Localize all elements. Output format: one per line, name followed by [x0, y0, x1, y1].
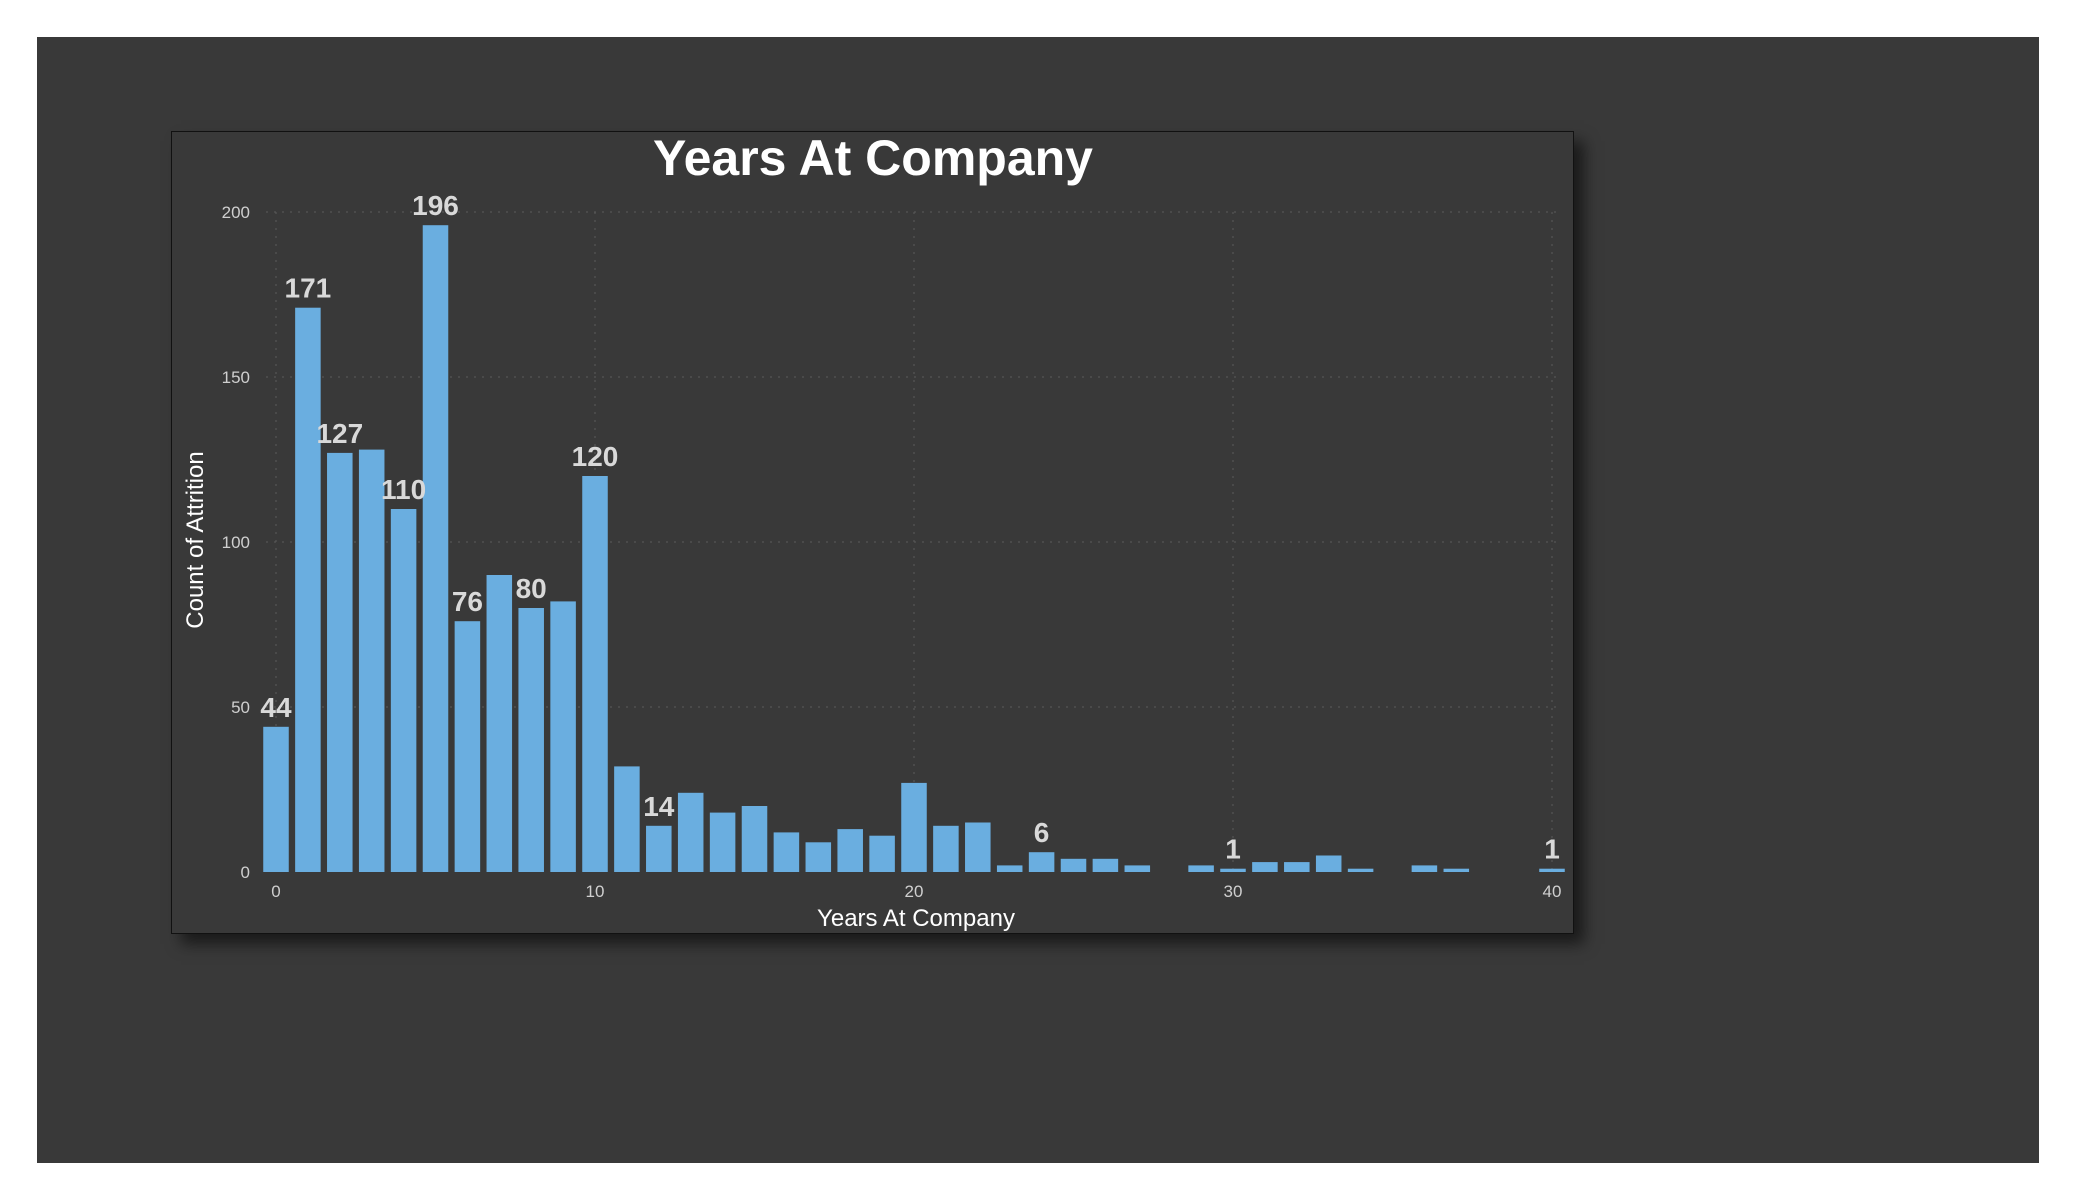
bar[interactable]	[486, 575, 513, 872]
bar[interactable]	[390, 509, 417, 872]
bar-chart: 44 171 127 110 196 76 80 120 14 6 1 1 0 50 100 150 200 0…	[182, 132, 1565, 932]
bar[interactable]	[901, 782, 927, 872]
bar[interactable]	[1124, 865, 1151, 872]
bar[interactable]	[295, 307, 321, 872]
data-label: 80	[516, 573, 547, 604]
bar[interactable]	[837, 829, 863, 872]
bar[interactable]	[518, 608, 544, 872]
x-tick-label: 20	[905, 882, 924, 901]
bar[interactable]	[1539, 868, 1565, 872]
chart-visual[interactable]: 44 171 127 110 196 76 80 120 14 6 1 1 0 50 100 150 200 0…	[171, 131, 1574, 934]
bar[interactable]	[358, 449, 385, 872]
bar[interactable]	[422, 225, 449, 872]
y-tick-label: 150	[222, 368, 250, 387]
data-label: 120	[572, 441, 619, 472]
y-axis-title: Count of Attrition	[182, 451, 209, 628]
x-tick-label: 40	[1543, 882, 1562, 901]
bar[interactable]	[1252, 862, 1278, 872]
bar[interactable]	[1347, 868, 1374, 872]
y-tick-label: 0	[241, 863, 250, 882]
data-label: 1	[1225, 834, 1241, 865]
x-tick-label: 30	[1224, 882, 1243, 901]
data-label: 44	[260, 692, 292, 723]
x-tick-label: 0	[271, 882, 280, 901]
bar[interactable]	[1315, 855, 1342, 873]
data-label: 76	[452, 586, 483, 617]
bar[interactable]	[1411, 865, 1438, 872]
bar[interactable]	[454, 621, 481, 872]
bar[interactable]	[741, 806, 768, 872]
bar[interactable]	[1092, 858, 1119, 872]
y-tick-label: 200	[222, 203, 250, 222]
bar[interactable]	[614, 766, 640, 872]
bar[interactable]	[550, 601, 576, 872]
bar[interactable]	[646, 825, 672, 872]
bar[interactable]	[1028, 852, 1055, 872]
bar[interactable]	[773, 832, 800, 872]
data-label: 196	[412, 190, 459, 221]
bar[interactable]	[709, 812, 736, 872]
bar[interactable]	[805, 842, 832, 872]
y-tick-label: 50	[231, 698, 250, 717]
bar[interactable]	[965, 822, 991, 873]
bar[interactable]	[1220, 868, 1246, 872]
bar[interactable]	[1188, 865, 1214, 872]
data-label: 110	[381, 474, 426, 505]
bar[interactable]	[327, 452, 353, 872]
y-tick-label: 100	[222, 533, 250, 552]
x-axis-title: Years At Company	[817, 905, 1015, 932]
bar[interactable]	[1060, 858, 1087, 872]
x-tick-label: 10	[586, 882, 605, 901]
bar[interactable]	[1284, 862, 1310, 872]
bar[interactable]	[263, 726, 289, 872]
bar[interactable]	[933, 825, 959, 872]
bar[interactable]	[582, 476, 608, 872]
chart-title: Years At Company	[653, 132, 1093, 186]
report-canvas: 44 171 127 110 196 76 80 120 14 6 1 1 0 50 100 150 200 0…	[37, 37, 2039, 1163]
bar[interactable]	[869, 835, 895, 872]
data-label: 171	[285, 273, 332, 304]
data-label: 14	[643, 791, 675, 822]
bar[interactable]	[996, 865, 1023, 872]
bar[interactable]	[677, 792, 704, 872]
bar[interactable]	[1443, 868, 1470, 872]
data-label: 6	[1034, 817, 1050, 848]
data-label: 127	[316, 418, 363, 449]
data-label: 1	[1544, 834, 1560, 865]
